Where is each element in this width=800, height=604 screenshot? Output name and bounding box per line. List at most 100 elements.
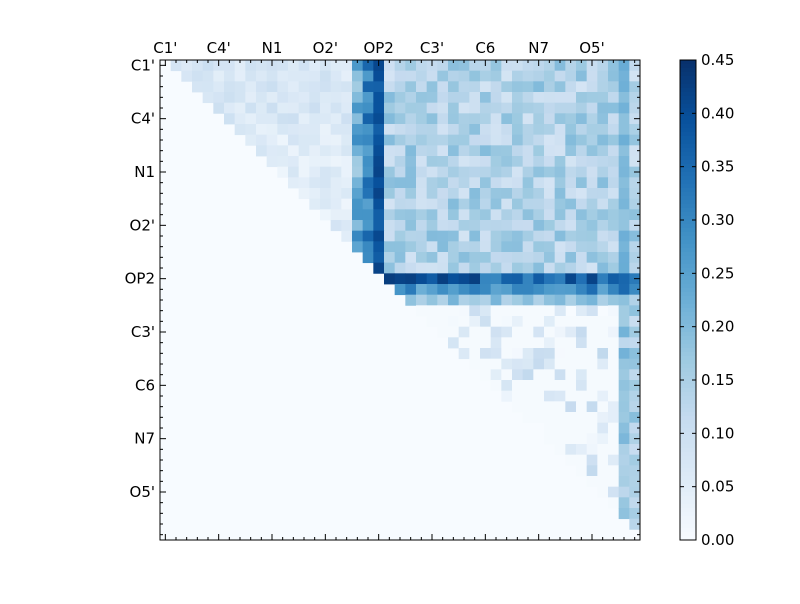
heatmap-cell <box>576 102 588 114</box>
colorbar-segment <box>680 72 696 77</box>
heatmap-cell <box>266 70 278 82</box>
x-tick-label: N1 <box>262 39 283 57</box>
colorbar-segment <box>680 200 696 205</box>
heatmap-cell <box>352 156 364 168</box>
heatmap-cell <box>458 348 470 360</box>
heatmap-cell <box>309 92 321 104</box>
heatmap-cell <box>533 166 545 178</box>
colorbar-segment <box>680 96 696 101</box>
heatmap-cell <box>608 294 620 306</box>
colorbar-segment <box>680 180 696 185</box>
heatmap-cell <box>501 358 513 370</box>
heatmap-cell <box>618 305 630 317</box>
heatmap-cell <box>469 252 481 264</box>
heatmap-cell <box>309 134 321 146</box>
heatmap-cell <box>597 358 609 370</box>
heatmap-cell <box>533 113 545 125</box>
heatmap-cell <box>309 70 321 82</box>
heatmap-cell <box>629 465 641 477</box>
colorbar-segment <box>680 360 696 365</box>
heatmap-cell <box>256 60 268 72</box>
heatmap-cell <box>373 92 385 104</box>
colorbar-segment <box>680 492 696 497</box>
heatmap-cell <box>490 380 502 392</box>
heatmap-cell <box>522 198 534 210</box>
heatmap-cell <box>608 305 620 317</box>
heatmap-cell <box>298 145 310 157</box>
heatmap-cell <box>522 134 534 146</box>
heatmap-cell <box>234 113 246 125</box>
heatmap-cell <box>448 230 460 242</box>
heatmap-cell <box>533 220 545 232</box>
heatmap-cell <box>533 177 545 189</box>
heatmap-cell <box>512 369 524 381</box>
heatmap-cell <box>522 380 534 392</box>
heatmap-cell <box>512 401 524 413</box>
heatmap-cell <box>309 113 321 125</box>
heatmap-cell <box>618 444 630 456</box>
heatmap-cell <box>437 134 449 146</box>
heatmap-cell <box>469 294 481 306</box>
heatmap-cell <box>586 454 598 466</box>
colorbar-segment <box>680 312 696 317</box>
heatmap-cell <box>501 156 513 168</box>
heatmap-cell <box>373 220 385 232</box>
heatmap-cell <box>565 454 577 466</box>
heatmap-cell <box>490 230 502 242</box>
heatmap-cell <box>426 102 438 114</box>
heatmap-cell <box>501 262 513 274</box>
heatmap-cell <box>618 454 630 466</box>
heatmap-cell <box>384 241 396 253</box>
heatmap-cell <box>320 92 332 104</box>
heatmap-cell <box>352 92 364 104</box>
heatmap-cell <box>618 241 630 253</box>
heatmap-cell <box>341 145 353 157</box>
heatmap-cell <box>437 198 449 210</box>
heatmap-cell <box>458 102 470 114</box>
heatmap-cell <box>426 134 438 146</box>
heatmap-cell <box>512 166 524 178</box>
heatmap-cell <box>362 252 374 264</box>
heatmap-cell <box>618 262 630 274</box>
colorbar-segment <box>680 144 696 149</box>
heatmap-cell <box>448 60 460 72</box>
heatmap-cell <box>576 230 588 242</box>
heatmap-cell <box>586 198 598 210</box>
heatmap-cell <box>373 241 385 253</box>
heatmap-cell <box>394 70 406 82</box>
heatmap-cell <box>480 81 492 93</box>
heatmap-cell <box>597 433 609 445</box>
heatmap-cell <box>608 198 620 210</box>
colorbar-segment <box>680 284 696 289</box>
heatmap-cell <box>352 70 364 82</box>
heatmap-cell <box>426 220 438 232</box>
heatmap-cell <box>245 124 257 136</box>
heatmap-cell <box>202 81 214 93</box>
colorbar-segment <box>680 280 696 285</box>
heatmap-cell <box>544 284 556 296</box>
heatmap-cell <box>597 337 609 349</box>
heatmap-cell <box>629 518 641 530</box>
heatmap-cell <box>586 369 598 381</box>
heatmap-cell <box>288 145 300 157</box>
heatmap-cell <box>469 209 481 221</box>
heatmap-cell <box>384 134 396 146</box>
heatmap-cell <box>576 380 588 392</box>
heatmap-cell <box>469 316 481 328</box>
heatmap-cell <box>629 444 641 456</box>
heatmap-cell <box>565 198 577 210</box>
heatmap-cell <box>597 252 609 264</box>
heatmap-cell <box>576 70 588 82</box>
heatmap-cell <box>565 81 577 93</box>
heatmap-cell <box>341 124 353 136</box>
heatmap-cell <box>352 198 364 210</box>
heatmap-cell <box>618 358 630 370</box>
heatmap-cell <box>448 273 460 285</box>
heatmap-cell <box>586 476 598 488</box>
heatmap-cell <box>533 145 545 157</box>
heatmap-cell <box>458 326 470 338</box>
heatmap-cell <box>490 273 502 285</box>
heatmap-cell <box>576 92 588 104</box>
heatmap-cell <box>533 124 545 136</box>
colorbar-segment <box>680 532 696 537</box>
